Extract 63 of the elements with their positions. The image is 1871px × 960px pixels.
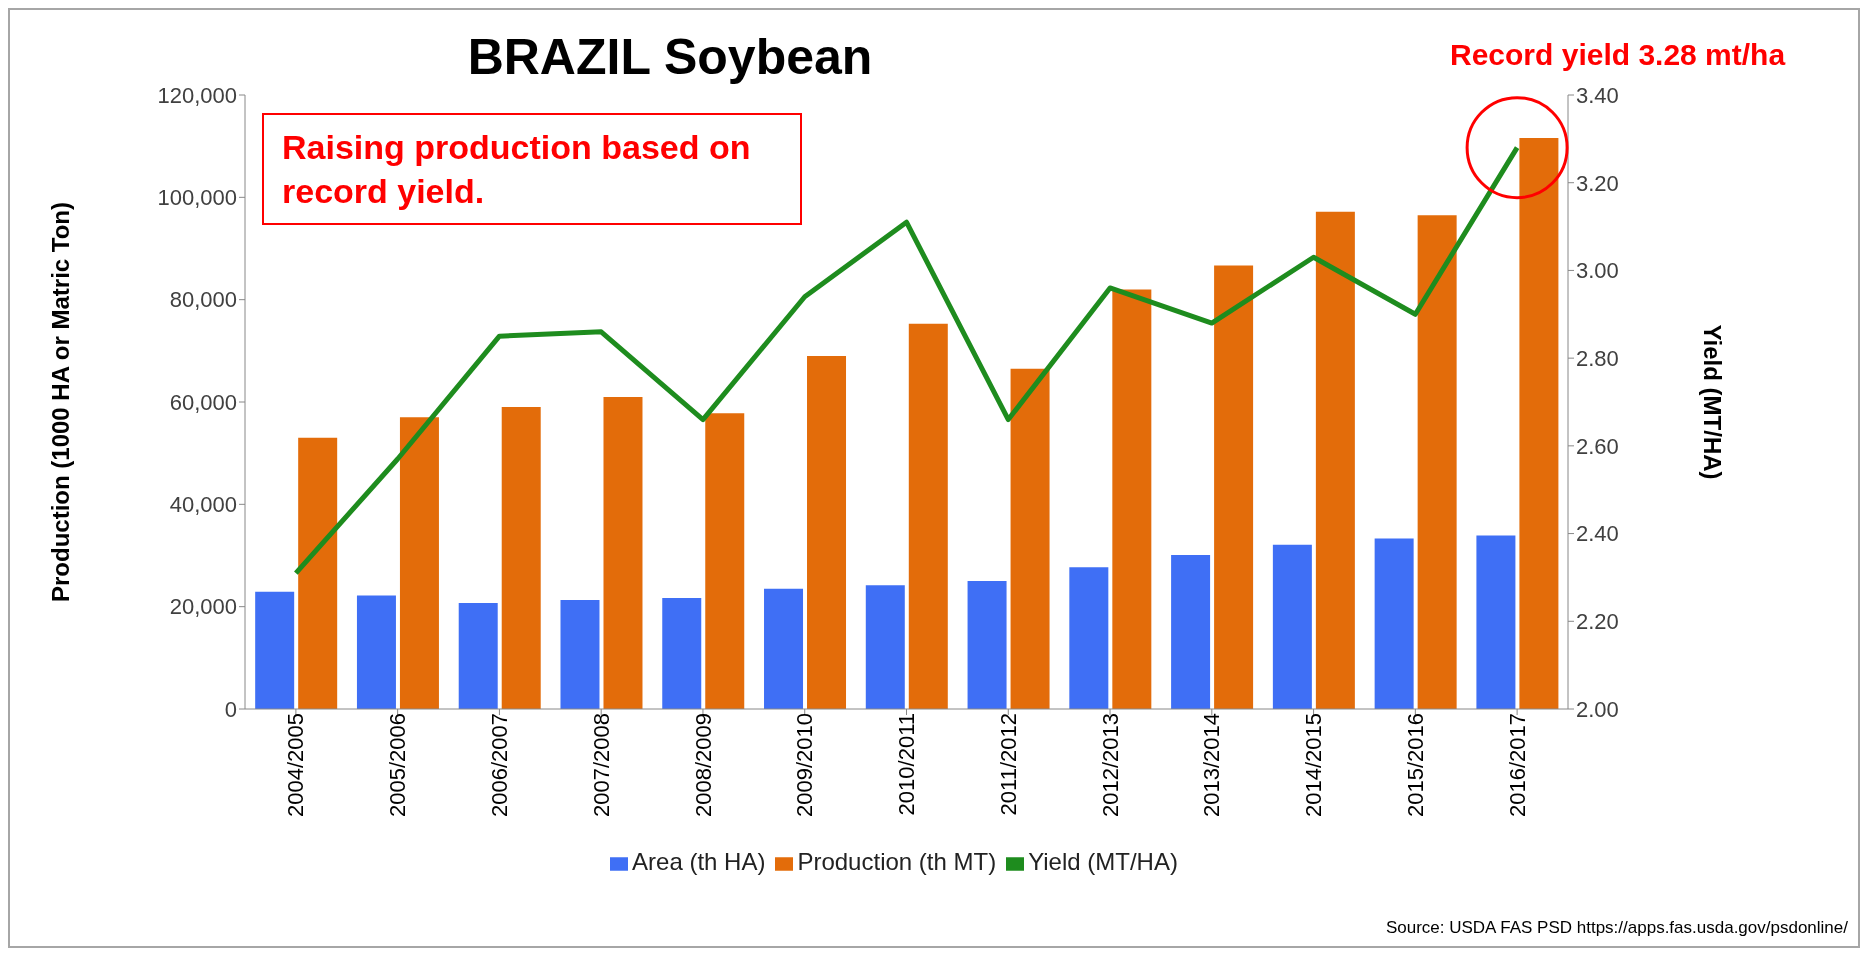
text: Record yield 3.28 mt/ha — [1450, 38, 1786, 72]
bar — [298, 437, 338, 709]
y-tick-label: 0 — [224, 696, 237, 722]
y2-tick-label: 2.40 — [1576, 521, 1619, 547]
bar — [1010, 368, 1050, 709]
bar — [1476, 535, 1516, 709]
bar — [1272, 544, 1312, 709]
bar — [662, 597, 702, 709]
x-tick-label: 2016/2017 — [1504, 713, 1530, 817]
legend-label: Production (th MT) — [797, 848, 997, 875]
x-tick-label: 2007/2008 — [588, 713, 614, 817]
x-tick-label: 2010/2011 — [894, 713, 920, 816]
y2-tick-label: 3.00 — [1576, 258, 1619, 284]
y-tick-label: 20,000 — [169, 594, 237, 620]
y-tick-label: 100,000 — [157, 185, 237, 211]
annotation: Raising production based on record yield. — [262, 113, 802, 226]
source-note: Source: USDA FAS PSD https://apps.fas.usda.gov/psdonline/ — [1385, 918, 1848, 938]
bar — [908, 323, 948, 709]
bar — [1112, 289, 1152, 709]
y-axis-title: Production (1000 HA or Matric Ton) — [46, 201, 74, 603]
bar — [458, 603, 498, 709]
bar — [967, 581, 1007, 709]
x-tick-label: 2015/2016 — [1402, 713, 1428, 817]
y2-tick-label: 2.60 — [1576, 433, 1619, 459]
bar — [399, 417, 439, 709]
x-tick-label: 2011/2012 — [995, 713, 1021, 816]
bar — [764, 588, 804, 709]
bar — [1214, 265, 1254, 709]
x-tick-label: 2004/2005 — [283, 713, 309, 817]
legend-label: Yield (MT/HA) — [1028, 848, 1178, 875]
y-tick-label: 60,000 — [169, 389, 237, 415]
y2-tick-label: 3.20 — [1576, 170, 1619, 196]
bar — [1171, 554, 1211, 709]
y-tick-label: 40,000 — [169, 492, 237, 518]
x-tick-label: 2012/2013 — [1097, 713, 1123, 817]
bar — [1315, 211, 1355, 709]
x-tick-label: 2008/2009 — [690, 713, 716, 817]
bar — [356, 595, 396, 709]
bar — [1519, 137, 1559, 709]
y-tick-label: 120,000 — [157, 82, 237, 108]
x-tick-label: 2009/2010 — [792, 713, 818, 817]
bar — [807, 355, 847, 709]
x-tick-label: 2005/2006 — [385, 713, 411, 817]
y2-tick-label: 2.20 — [1576, 609, 1619, 635]
y-tick-label: 80,000 — [169, 287, 237, 313]
bar — [1417, 215, 1457, 709]
bar — [255, 591, 295, 709]
bar — [705, 413, 745, 709]
x-tick-label: 2006/2007 — [487, 713, 513, 817]
y2-tick-label: 2.00 — [1576, 696, 1619, 722]
bar — [1374, 538, 1414, 709]
y2-tick-label: 3.40 — [1576, 82, 1619, 108]
x-tick-label: 2014/2015 — [1301, 713, 1327, 817]
y2-axis-title: Yield (MT/HA) — [1699, 324, 1727, 480]
legend-label: Area (th HA) — [632, 848, 766, 875]
bar — [501, 407, 541, 709]
bar — [603, 396, 643, 709]
x-tick-label: 2013/2014 — [1199, 713, 1225, 817]
y2-tick-label: 2.80 — [1576, 345, 1619, 371]
bar — [865, 585, 905, 709]
bar — [1069, 567, 1109, 709]
chart-title: BRAZIL Soybean — [467, 29, 873, 85]
bar — [560, 600, 600, 709]
